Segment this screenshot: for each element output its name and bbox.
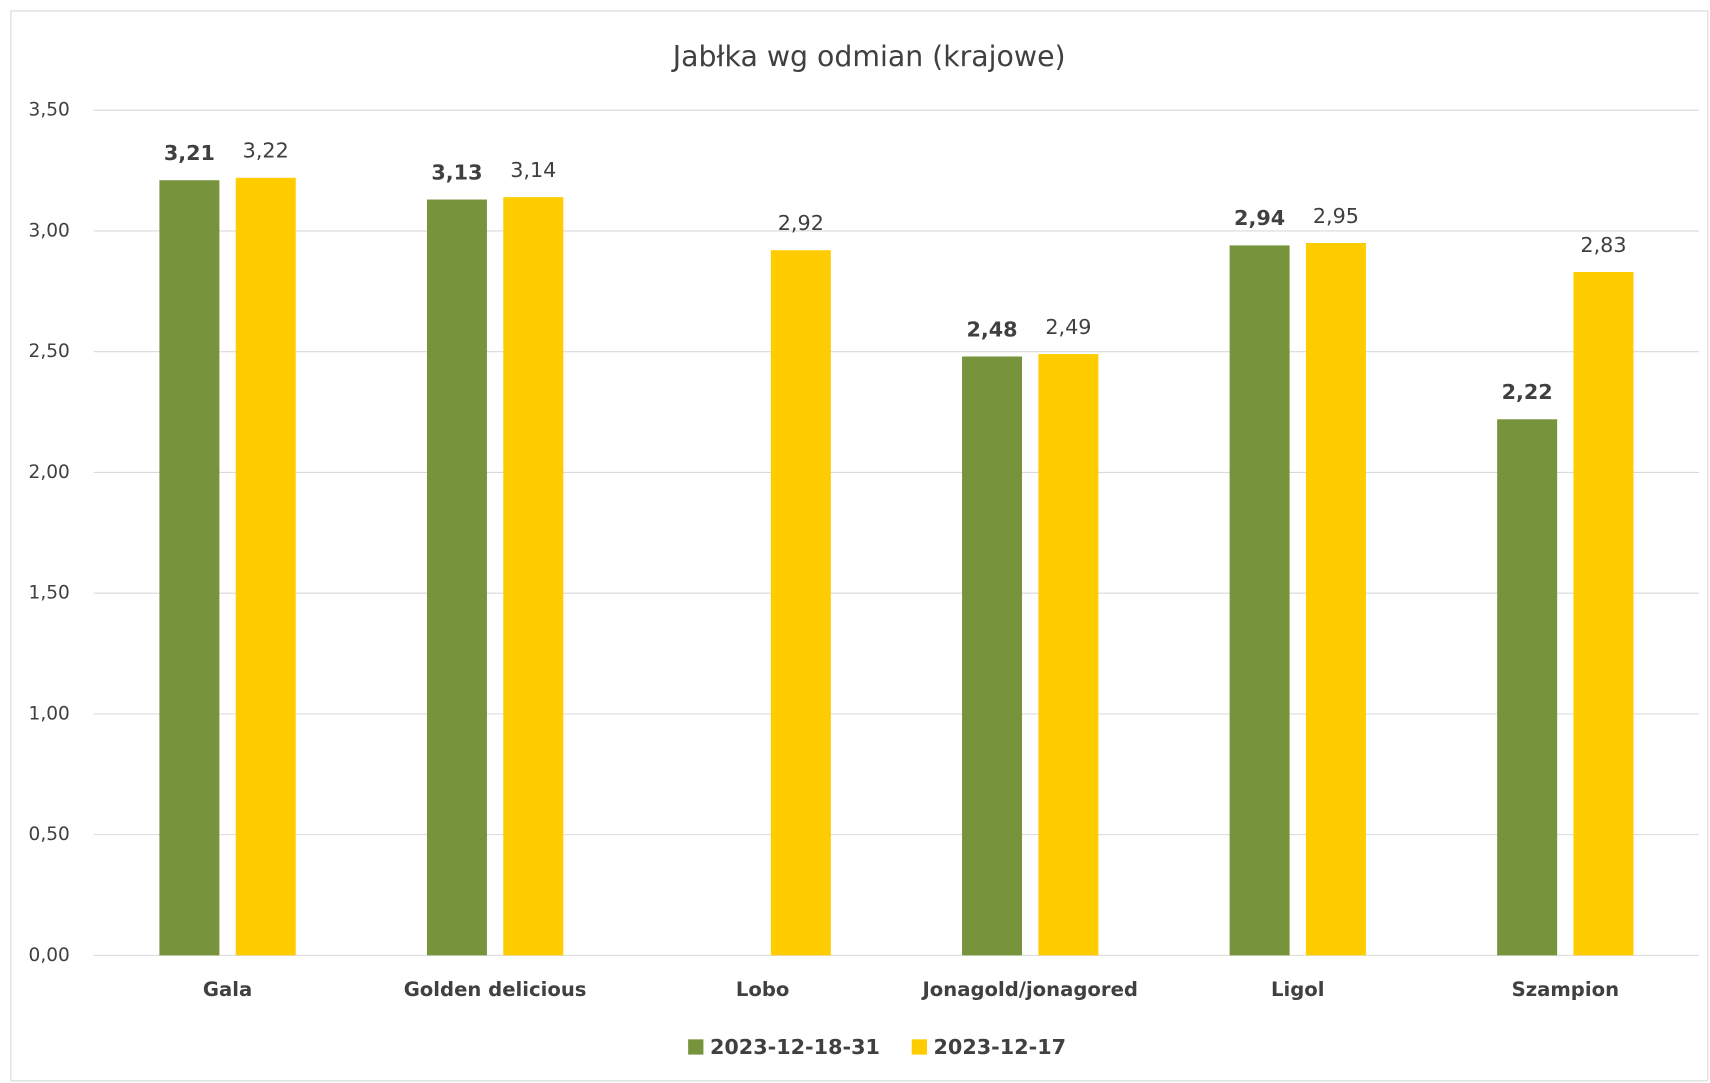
y-tick-label: 3,50 [29, 100, 70, 121]
bar [159, 180, 220, 956]
y-tick-label: 0,00 [29, 945, 70, 966]
legend-label: 2023-12-18-31 [710, 1035, 880, 1059]
data-label: 2,22 [1502, 380, 1553, 404]
legend-swatch [911, 1039, 927, 1055]
bar [1305, 242, 1366, 956]
data-label: 2,94 [1234, 206, 1285, 230]
data-label: 3,21 [164, 141, 215, 165]
bar [1229, 245, 1290, 956]
x-tick-label: Lobo [736, 978, 790, 1001]
bar [770, 250, 831, 956]
x-tick-label: Golden delicious [404, 978, 587, 1001]
data-label: 3,13 [431, 160, 482, 184]
x-tick-label: Jonagold/jonagored [920, 978, 1137, 1001]
y-tick-label: 0,50 [29, 824, 70, 845]
bar [503, 197, 564, 956]
bar [962, 356, 1023, 956]
y-tick-label: 2,00 [29, 462, 70, 483]
x-tick-label: Szampion [1512, 978, 1619, 1001]
bar [1038, 354, 1099, 956]
y-tick-label: 1,50 [29, 583, 70, 604]
data-label: 3,22 [243, 139, 289, 163]
y-tick-label: 3,00 [29, 220, 70, 241]
y-tick-label: 1,00 [29, 703, 70, 724]
bar [1573, 271, 1634, 956]
legend-label: 2023-12-17 [934, 1035, 1067, 1059]
data-label: 2,95 [1313, 204, 1359, 228]
data-label: 3,14 [510, 158, 556, 182]
data-label: 2,92 [778, 211, 824, 235]
chart-title: Jabłka wg odmian (krajowe) [671, 40, 1066, 73]
bar [1497, 419, 1558, 956]
x-tick-label: Gala [203, 978, 252, 1001]
x-tick-label: Ligol [1271, 978, 1325, 1001]
data-label: 2,48 [966, 317, 1017, 341]
legend-swatch [688, 1039, 704, 1055]
bar [426, 199, 487, 956]
bar [235, 177, 296, 956]
data-label: 2,49 [1045, 315, 1091, 339]
data-label: 2,83 [1580, 233, 1626, 257]
y-tick-label: 2,50 [29, 341, 70, 362]
